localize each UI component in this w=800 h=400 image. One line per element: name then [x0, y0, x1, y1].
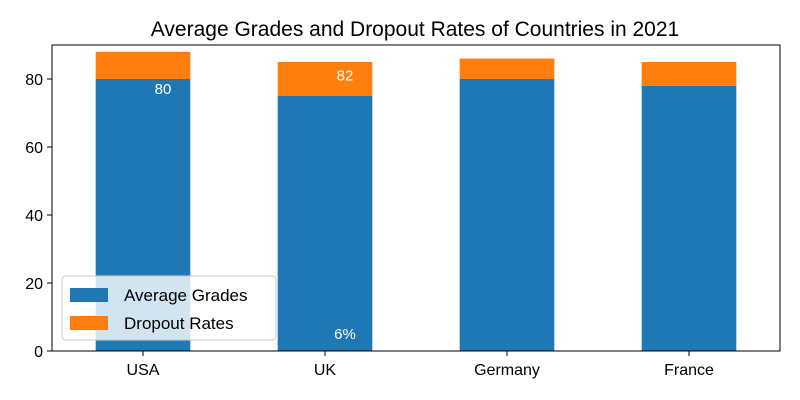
bar-germany-dropout-rates [459, 58, 555, 79]
y-tick-label: 60 [25, 140, 43, 157]
legend-swatch [70, 288, 108, 302]
bar-usa-dropout-rates [95, 51, 191, 79]
legend-swatch [70, 316, 108, 330]
data-annotation: 80 [155, 81, 172, 98]
y-tick-label: 80 [25, 72, 43, 89]
legend-label: Dropout Rates [124, 314, 234, 333]
x-tick-label-usa: USA [127, 362, 160, 379]
chart-title: Average Grades and Dropout Rates of Coun… [151, 18, 679, 41]
annotations-group: 80 82 6% [155, 68, 356, 343]
axes-group: 0 20 40 60 80 USA UK Germany France [25, 44, 781, 379]
bar-france-average-grades [641, 85, 737, 352]
legend-box [61, 275, 277, 341]
x-tick-label-germany: Germany [474, 362, 540, 379]
y-tick-label: 0 [34, 344, 43, 361]
bar-germany-average-grades [459, 79, 555, 351]
bar-france-dropout-rates [641, 62, 737, 86]
bar-uk-average-grades [277, 96, 373, 351]
x-tick-label-uk: UK [314, 362, 337, 379]
plot-frame [51, 44, 781, 352]
legend: Average Grades Dropout Rates [61, 275, 277, 341]
legend-label: Average Grades [124, 286, 247, 305]
y-tick-label: 20 [25, 276, 43, 293]
bars-group [95, 51, 737, 352]
data-annotation: 82 [337, 68, 354, 85]
x-tick-label-france: France [664, 362, 714, 379]
y-tick-label: 40 [25, 208, 43, 225]
data-annotation: 6% [334, 326, 356, 343]
bar-uk-dropout-rates [277, 62, 373, 96]
